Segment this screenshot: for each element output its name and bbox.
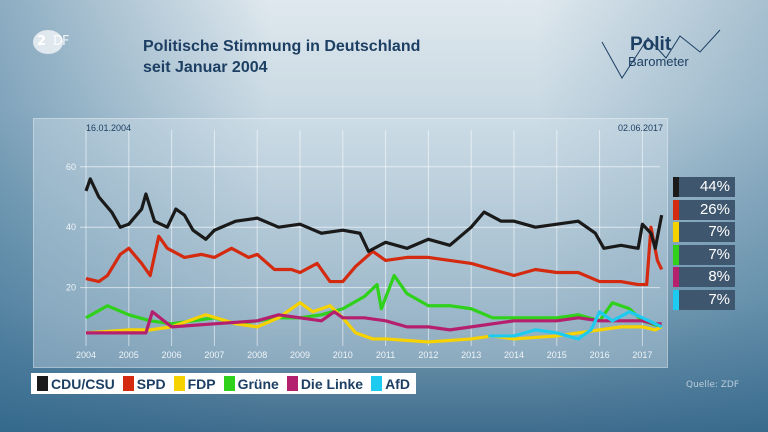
chart-title: Politische Stimmung in Deutschland seit …: [143, 36, 420, 78]
legend-item: SPD: [122, 375, 166, 392]
zigzag-icon: [601, 29, 721, 79]
color-marker: [673, 267, 679, 287]
x-tick-label: 2013: [461, 350, 481, 360]
zdf-logo: 2 DF: [33, 30, 69, 54]
legend-item: FDP: [173, 375, 216, 392]
legend-swatch: [286, 376, 298, 391]
x-tick-label: 2005: [119, 350, 139, 360]
color-marker: [673, 222, 679, 242]
legend-item: Grüne: [223, 375, 279, 392]
latest-value-fdp: 7%: [673, 222, 735, 242]
x-tick-label: 2004: [76, 350, 96, 360]
color-marker: [673, 244, 679, 265]
legend-label: Die Linke: [300, 375, 364, 392]
series-line-fdp: [85, 301, 663, 344]
x-tick-label: 2017: [632, 350, 652, 360]
x-tick-label: 2008: [247, 350, 267, 360]
legend-item: Die Linke: [286, 375, 364, 392]
color-marker: [673, 177, 679, 197]
legend-label: SPD: [136, 375, 166, 392]
legend-label: FDP: [187, 375, 216, 392]
x-tick-label: 2010: [333, 350, 353, 360]
brand-barometer: Barometer: [628, 54, 689, 69]
legend-label: AfD: [385, 375, 410, 392]
start-date-label: 16.01.2004: [86, 123, 131, 133]
end-date-label: 02.06.2017: [618, 123, 663, 133]
latest-value-gr-ne: 7%: [673, 244, 735, 265]
x-tick-label: 2006: [162, 350, 182, 360]
series-line-cdu-csu: [84, 177, 664, 253]
source-label: Quelle: ZDF: [686, 380, 740, 390]
title-line-2: seit Januar 2004: [143, 59, 268, 76]
y-tick-label: 20: [66, 283, 76, 293]
legend-label: Grüne: [237, 375, 279, 392]
legend-swatch: [223, 376, 235, 391]
series-line-afd: [488, 310, 663, 341]
latest-value-cdu-csu: 44%: [673, 177, 735, 197]
title-line-1: Politische Stimmung in Deutschland: [143, 38, 421, 55]
legend-swatch: [173, 376, 185, 391]
legend-swatch: [122, 376, 134, 391]
series-line-spd: [85, 225, 664, 287]
latest-value-spd: 26%: [673, 199, 735, 220]
x-tick-label: 2016: [590, 350, 610, 360]
legend-item: AfD: [371, 376, 410, 392]
latest-value: 26%: [699, 200, 730, 218]
x-tick-label: 2011: [376, 350, 395, 360]
latest-value: 7%: [708, 223, 730, 240]
y-tick-label: 40: [66, 222, 76, 232]
legend-swatch: [371, 376, 383, 391]
latest-value: 7%: [708, 245, 730, 263]
y-tick-label: 60: [66, 162, 76, 172]
latest-value-afd: 7%: [673, 289, 735, 310]
latest-value: 7%: [708, 290, 730, 308]
x-tick-label: 2007: [204, 350, 224, 360]
latest-value: 44%: [699, 178, 730, 195]
latest-value: 8%: [708, 268, 730, 285]
politbarometer-logo: Polit Barometer: [600, 28, 725, 80]
brand-polit: Polit: [630, 34, 672, 55]
x-tick-label: 2012: [418, 350, 438, 360]
color-marker: [673, 199, 679, 220]
legend-swatch: [37, 376, 48, 391]
legend: CDU/CSU SPD FDP Grüne Die Linke AfD: [31, 373, 416, 394]
legend-item: CDU/CSU: [37, 376, 115, 392]
latest-value-die-linke: 8%: [673, 267, 735, 287]
series-line-die-linke: [86, 310, 662, 335]
x-tick-label: 2009: [290, 350, 310, 360]
x-tick-label: 2015: [547, 350, 567, 360]
color-marker: [673, 289, 679, 310]
legend-label: CDU/CSU: [51, 375, 115, 392]
x-tick-label: 2014: [504, 350, 524, 360]
